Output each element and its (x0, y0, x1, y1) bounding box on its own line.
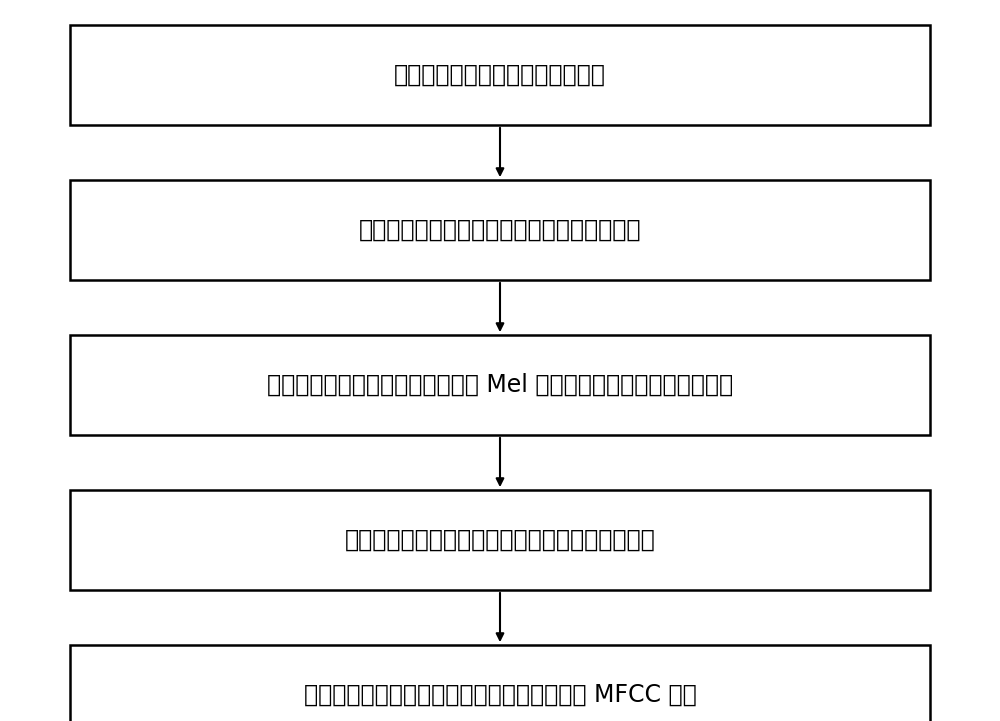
Text: 对加窗后的数据进行快速傅里叶变换得到频谱: 对加窗后的数据进行快速傅里叶变换得到频谱 (359, 218, 641, 242)
Bar (70, 180, 930, 280)
Bar (70, 335, 930, 435)
Text: 将得到的对数能量数据经过离散余弦变换得到 MFCC 系数: 将得到的对数能量数据经过离散余弦变换得到 MFCC 系数 (304, 683, 696, 707)
Bar (70, 645, 930, 721)
Bar (70, 490, 930, 590)
Text: 将处理后的数据计算每个滤波器组输出的对数能量: 将处理后的数据计算每个滤波器组输出的对数能量 (345, 528, 655, 552)
Text: 对预处理后的信号进行分帧与加窗: 对预处理后的信号进行分帧与加窗 (394, 63, 606, 87)
Text: 将得到的频谱转换成递归图，设计 Mel 滤波器组进行平滑化与消除谐波: 将得到的频谱转换成递归图，设计 Mel 滤波器组进行平滑化与消除谐波 (267, 373, 733, 397)
Bar (70, 25, 930, 125)
